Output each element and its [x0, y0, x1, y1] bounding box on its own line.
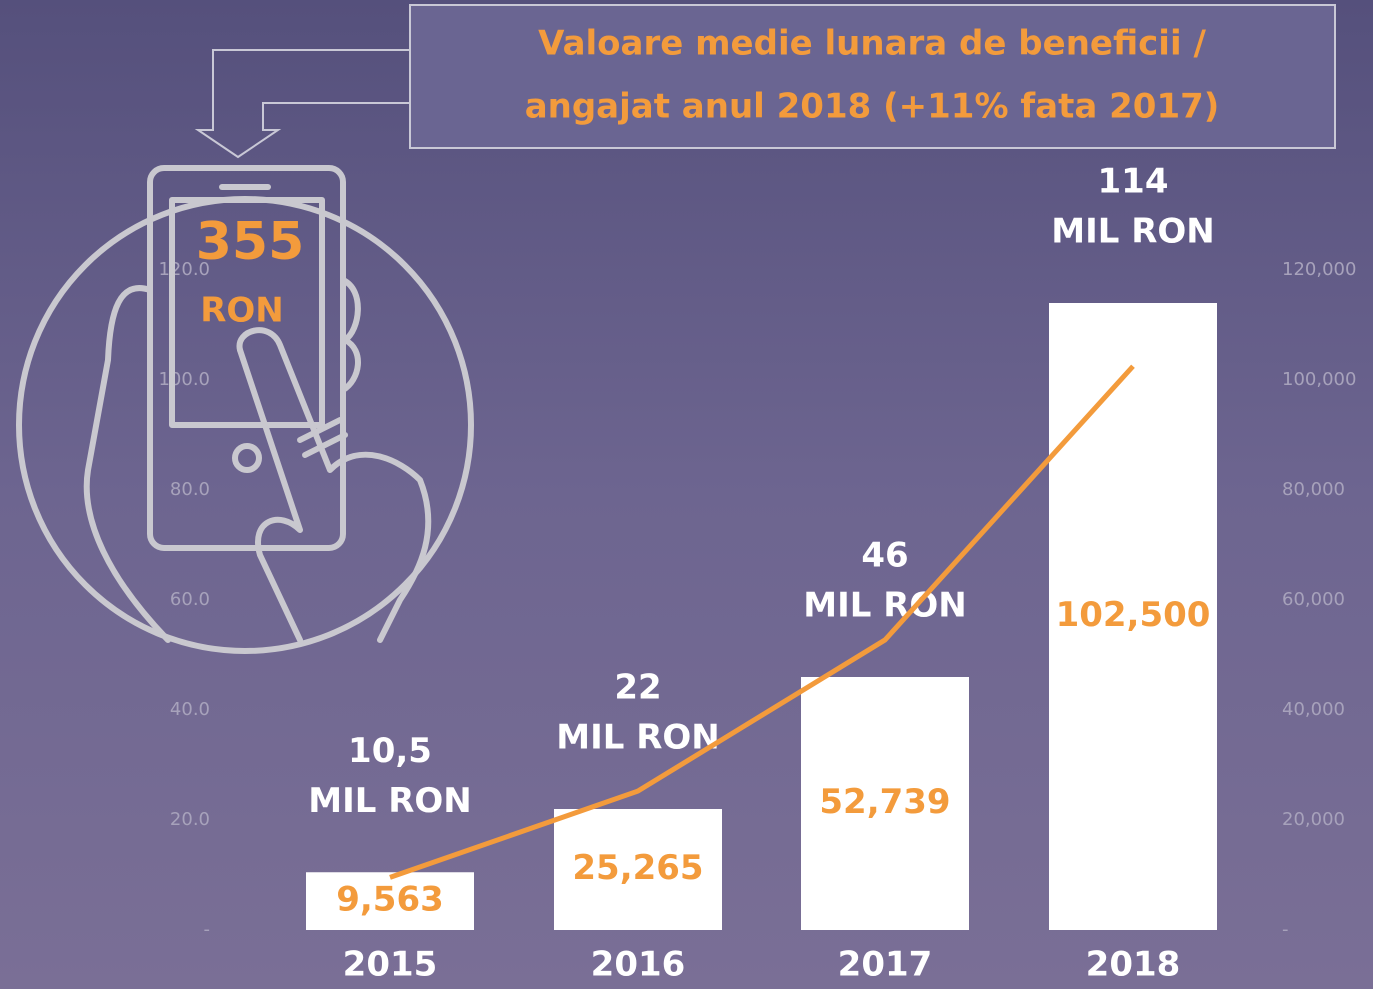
x-tick-label: 2016 [591, 945, 686, 985]
line-data-label: 102,500 [1056, 595, 1211, 635]
line-data-label: 9,563 [336, 880, 444, 920]
y2-tick-label: 40,000 [1282, 699, 1345, 720]
y-tick-label: - [204, 919, 211, 940]
phone-icon [16, 165, 474, 654]
data-label-unit: MIL RON [308, 781, 472, 821]
data-label: 10,5 [348, 731, 432, 771]
highlight-unit: RON [200, 291, 284, 331]
y2-tick-label: 100,000 [1282, 369, 1356, 390]
x-tick-label: 2017 [838, 945, 933, 985]
data-label-unit: MIL RON [1051, 212, 1215, 252]
bar [306, 872, 474, 930]
line-data-label: 52,739 [819, 782, 950, 822]
x-tick-label: 2018 [1086, 945, 1181, 985]
y-tick-label: 20.0 [170, 809, 210, 830]
x-tick-label: 2015 [343, 945, 438, 985]
y-tick-label: 100.0 [158, 369, 210, 390]
data-label-unit: MIL RON [556, 718, 720, 758]
y-tick-label: 60.0 [170, 589, 210, 610]
data-label-unit: MIL RON [803, 586, 967, 626]
data-label: 114 [1098, 162, 1169, 202]
y2-tick-label: 120,000 [1282, 259, 1356, 280]
callout-text: angajat anul 2018 (+11% fata 2017) [525, 87, 1220, 127]
bar [801, 677, 969, 930]
line-data-label: 25,265 [572, 848, 703, 888]
y2-tick-label: 80,000 [1282, 479, 1345, 500]
bar [554, 809, 722, 930]
y2-tick-label: - [1282, 919, 1289, 940]
y2-tick-label: 60,000 [1282, 589, 1345, 610]
line [389, 364, 1135, 880]
bar [1049, 303, 1217, 930]
y-tick-label: 40.0 [170, 699, 210, 720]
callout-arrow [194, 49, 410, 159]
highlight-value: 355 [196, 212, 305, 272]
data-label: 46 [861, 536, 908, 576]
y-tick-label: 80.0 [170, 479, 210, 500]
callout-box [409, 4, 1336, 149]
callout-text: Valoare medie lunara de beneficii / [538, 24, 1206, 64]
y2-tick-label: 20,000 [1282, 809, 1345, 830]
data-label: 22 [614, 668, 661, 708]
